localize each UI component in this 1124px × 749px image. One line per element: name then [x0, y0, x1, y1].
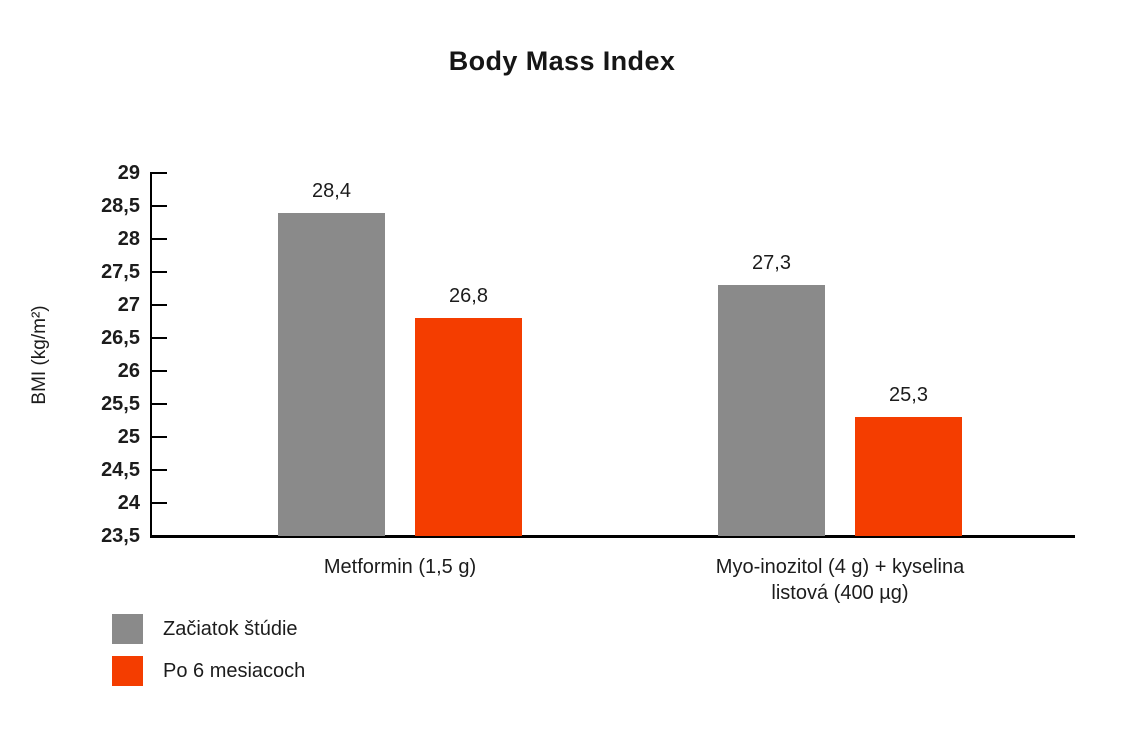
- legend-swatch: [112, 656, 143, 686]
- y-axis-tick: [150, 172, 167, 174]
- bar-value-label: 26,8: [449, 285, 488, 308]
- legend-label: Začiatok štúdie: [163, 617, 298, 640]
- y-axis-tick: [150, 337, 167, 339]
- legend-item: Po 6 mesiacoch: [112, 656, 305, 686]
- bar-start-group1: [278, 212, 385, 536]
- y-axis-tick-label: 27: [117, 294, 140, 316]
- legend: Začiatok štúdie Po 6 mesiacoch: [112, 614, 305, 698]
- y-axis-tick-label: 25: [117, 426, 140, 448]
- y-axis-tick: [150, 271, 167, 273]
- y-axis-tick-label: 28,5: [101, 195, 140, 217]
- bar-value-label: 25,3: [889, 384, 928, 407]
- y-axis-tick: [150, 436, 167, 438]
- y-axis-tick-label: 25,5: [101, 393, 140, 415]
- y-axis-tick-label: 23,5: [101, 525, 140, 547]
- bar-after-group2: [855, 417, 962, 536]
- bar-value-label: 27,3: [752, 252, 791, 275]
- plot-area: 29 28,5 28 27,5 27 26,5 26 25,5 25 24,5 24 23,5 28,4…: [101, 162, 1075, 604]
- legend-swatch: [112, 614, 143, 644]
- bar-after-group1: [415, 318, 522, 536]
- y-axis-tick: [150, 502, 167, 504]
- y-axis-tick-label: 27,5: [101, 261, 140, 283]
- y-axis-line: [150, 173, 152, 536]
- y-axis-tick-label: 26: [117, 360, 140, 382]
- y-axis-tick: [150, 304, 167, 306]
- y-axis-tick: [150, 205, 167, 207]
- legend-item: Začiatok štúdie: [112, 614, 305, 644]
- x-axis-line: [150, 535, 1075, 538]
- x-category-label: Myo-inozitol (4 g) + kyselina listová (4…: [715, 556, 965, 604]
- y-axis-tick: [150, 238, 167, 240]
- y-axis-tick: [150, 469, 167, 471]
- y-axis-tick-label: 24,5: [101, 459, 140, 481]
- bar-start-group2: [718, 285, 825, 536]
- y-axis-tick: [150, 403, 167, 405]
- y-axis-tick-label: 26,5: [101, 327, 140, 349]
- y-axis-tick-label: 28: [117, 228, 140, 250]
- y-axis-tick-label: 29: [117, 162, 140, 184]
- y-axis-tick: [150, 535, 167, 537]
- x-category-label: Metformin (1,5 g): [323, 556, 477, 578]
- y-axis-title: BMI (kg/m²): [29, 305, 50, 405]
- bar-value-label: 28,4: [312, 179, 351, 202]
- chart-title: Body Mass Index: [448, 46, 676, 76]
- y-axis-tick-label: 24: [117, 492, 140, 514]
- legend-label: Po 6 mesiacoch: [163, 659, 306, 682]
- y-axis-tick: [150, 370, 167, 372]
